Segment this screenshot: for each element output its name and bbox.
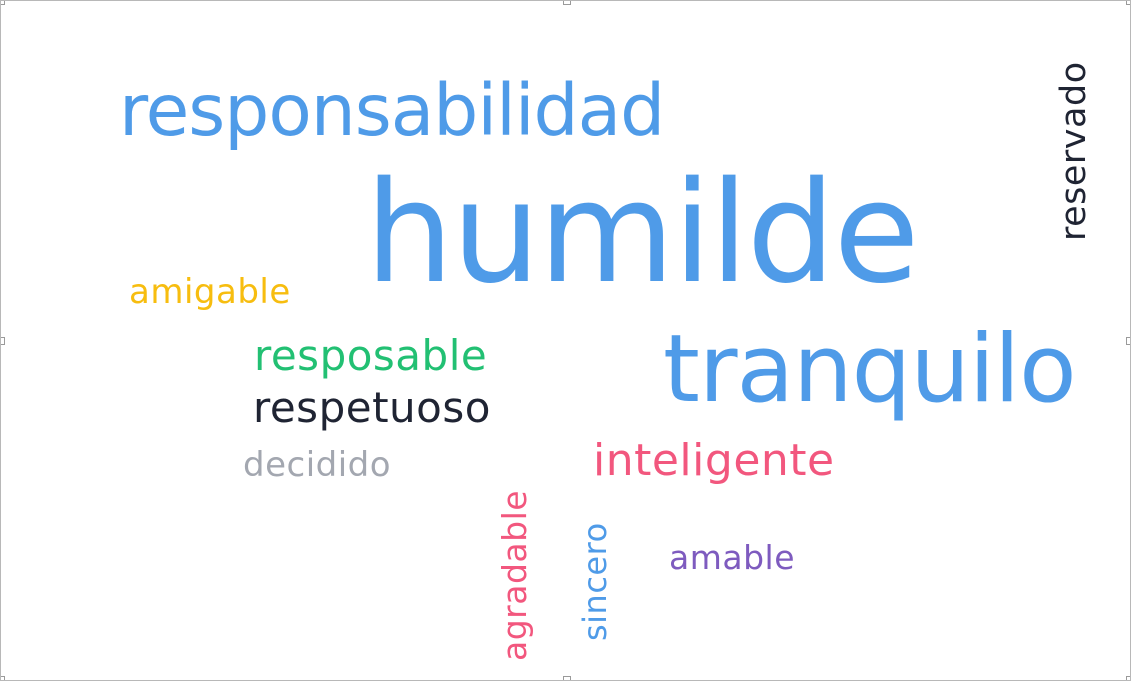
word-decidido: decidido — [243, 445, 392, 485]
word-agradable: agradable — [495, 489, 534, 661]
word-resposable: resposable — [254, 331, 488, 380]
word-amigable: amigable — [129, 272, 291, 312]
word-responsabilidad: responsabilidad — [119, 69, 665, 152]
word-reservado: reservado — [1054, 61, 1094, 241]
word-amable: amable — [669, 538, 796, 577]
resize-handle-top-left[interactable] — [1, 1, 5, 5]
resize-handle-bottom-center[interactable] — [563, 676, 571, 680]
word-humilde: humilde — [365, 152, 920, 315]
word-sincero: sincero — [576, 522, 614, 641]
resize-handle-bottom-right[interactable] — [1126, 676, 1130, 680]
resize-handle-bottom-left[interactable] — [1, 676, 5, 680]
word-inteligente: inteligente — [593, 435, 835, 486]
word-respetuoso: respetuoso — [253, 383, 491, 432]
resize-handle-middle-left[interactable] — [1, 337, 5, 345]
resize-handle-top-center[interactable] — [563, 1, 571, 5]
resize-handle-top-right[interactable] — [1126, 1, 1130, 5]
resize-handle-middle-right[interactable] — [1126, 337, 1130, 345]
word-tranquilo: tranquilo — [663, 315, 1077, 424]
